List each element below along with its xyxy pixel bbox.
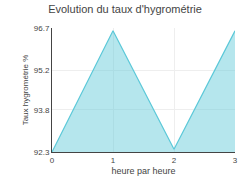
svg-text:0: 0 xyxy=(50,156,55,165)
svg-text:96.7: 96.7 xyxy=(34,24,50,33)
svg-text:95.2: 95.2 xyxy=(34,66,50,75)
svg-text:1: 1 xyxy=(111,156,116,165)
svg-text:2: 2 xyxy=(172,156,177,165)
svg-text:92.3: 92.3 xyxy=(34,148,50,157)
svg-text:heure par heure: heure par heure xyxy=(111,166,175,176)
svg-text:Taux hygrométrie %: Taux hygrométrie % xyxy=(21,55,30,126)
svg-text:Evolution du taux d'hygrométri: Evolution du taux d'hygrométrie xyxy=(48,3,202,15)
svg-text:3: 3 xyxy=(233,156,238,165)
svg-text:93.8: 93.8 xyxy=(34,106,50,115)
